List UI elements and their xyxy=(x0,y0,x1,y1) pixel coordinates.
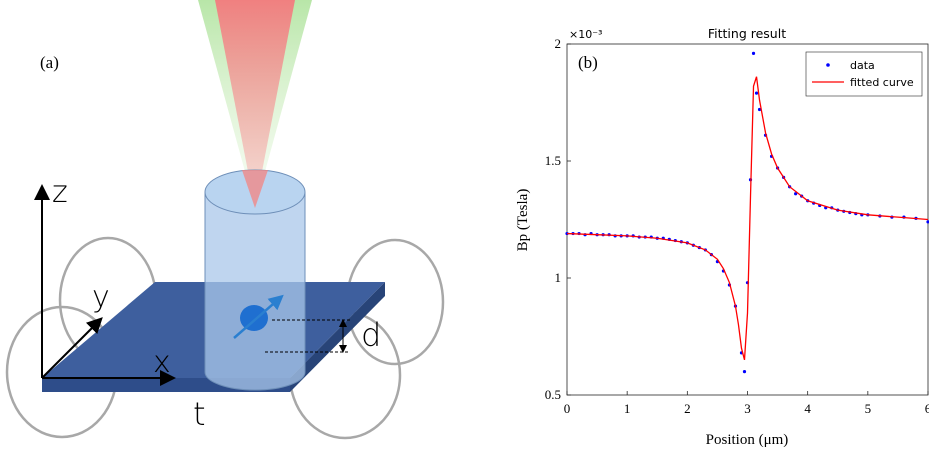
plot-frame xyxy=(567,44,928,395)
y-tick-label: 1 xyxy=(555,270,562,285)
legend-label: data xyxy=(850,59,875,72)
x-tick-label: 3 xyxy=(744,401,751,416)
x-tick-label: 5 xyxy=(865,401,872,416)
panel-label: (b) xyxy=(578,53,598,72)
x-tick-label: 2 xyxy=(684,401,691,416)
x-axis-label: Position (μm) xyxy=(706,432,789,448)
x-tick-label: 4 xyxy=(804,401,811,416)
x-label: x xyxy=(153,345,171,380)
t-label: t xyxy=(193,395,206,433)
data-point xyxy=(743,370,746,373)
figure: (a) z y x t d Fitting result ×10⁻³ (b) P… xyxy=(0,0,929,450)
y-tick-label: 1.5 xyxy=(545,153,561,168)
spin xyxy=(240,305,268,331)
x-tick-label: 6 xyxy=(925,401,929,416)
diagram: (a) z y x t d xyxy=(7,0,443,438)
y-multiplier: ×10⁻³ xyxy=(569,28,602,41)
legend-symbol xyxy=(826,63,830,67)
y-tick-label: 0.5 xyxy=(545,387,561,402)
x-tick-label: 0 xyxy=(564,401,571,416)
y-axis-label: Bp (Tesla) xyxy=(515,189,531,252)
data-point xyxy=(755,92,758,95)
chart: Fitting result ×10⁻³ (b) Position (μm) B… xyxy=(515,26,929,448)
x-tick-label: 1 xyxy=(624,401,631,416)
d-label: d xyxy=(361,316,381,354)
panel-label: (a) xyxy=(40,53,59,72)
legend-label: fitted curve xyxy=(850,76,914,89)
data-point xyxy=(752,52,755,55)
y-label: y xyxy=(92,280,110,315)
y-tick-label: 2 xyxy=(555,36,562,51)
z-label: z xyxy=(52,175,68,210)
page: (a) z y x t d Fitting result ×10⁻³ (b) P… xyxy=(0,0,929,450)
cylinder-body xyxy=(205,192,305,390)
chart-title: Fitting result xyxy=(708,26,786,41)
